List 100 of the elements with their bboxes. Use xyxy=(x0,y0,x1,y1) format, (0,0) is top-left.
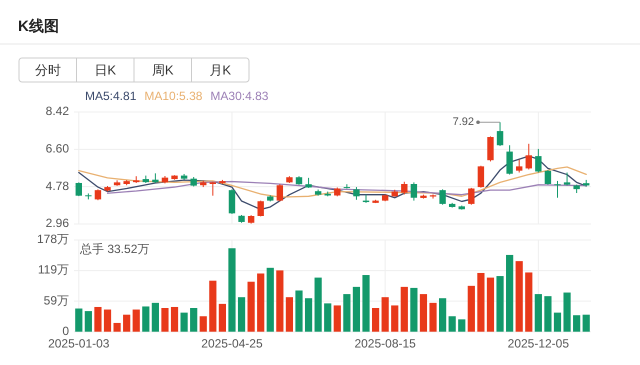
bar xyxy=(554,312,562,332)
bar xyxy=(429,302,437,332)
bar xyxy=(123,314,130,332)
candlestick xyxy=(516,159,522,174)
y-tick-label: 178万 xyxy=(36,232,69,246)
bar xyxy=(448,316,456,332)
bar xyxy=(439,298,446,332)
bar xyxy=(113,322,121,332)
candlestick xyxy=(526,143,532,170)
y-tick-label: 59万 xyxy=(44,293,69,308)
bar xyxy=(420,294,428,332)
bar xyxy=(525,272,532,332)
y-tick-label: 8.42 xyxy=(46,104,70,118)
bar xyxy=(573,315,580,332)
bar xyxy=(563,292,571,332)
bar xyxy=(276,270,284,332)
bar xyxy=(200,316,207,332)
bar xyxy=(410,288,418,332)
candlestick xyxy=(439,188,446,206)
bar xyxy=(170,306,178,332)
x-tick-label: 2025-12-05 xyxy=(508,336,570,351)
bar xyxy=(582,314,590,332)
y-tick-label: 0 xyxy=(62,324,70,338)
bar xyxy=(142,306,150,332)
candlestick xyxy=(238,216,245,222)
bar xyxy=(161,308,169,332)
candlestick xyxy=(506,144,513,176)
bar xyxy=(544,296,552,332)
candlestick xyxy=(94,188,102,201)
bar xyxy=(486,278,494,332)
candlestick xyxy=(478,165,484,188)
text: 日K xyxy=(94,62,116,78)
bar xyxy=(304,298,312,332)
candlestick xyxy=(152,172,159,184)
text: MA30:4.83 xyxy=(210,89,269,103)
bar xyxy=(334,305,341,332)
text: MA10:5.38 xyxy=(144,89,203,103)
candlestick xyxy=(554,180,561,198)
bar xyxy=(400,286,408,332)
line-series xyxy=(78,166,587,198)
bar xyxy=(343,294,350,332)
bar xyxy=(352,286,360,332)
bar xyxy=(152,302,159,332)
bar xyxy=(190,308,198,332)
bar xyxy=(238,297,246,332)
bar xyxy=(266,268,274,332)
bar xyxy=(534,294,542,332)
candlestick xyxy=(353,186,360,200)
bar xyxy=(180,312,188,332)
bar xyxy=(257,273,264,332)
bar xyxy=(248,282,255,332)
bar xyxy=(362,275,370,332)
bar xyxy=(477,272,484,332)
x-tick-label: 2025-04-25 xyxy=(201,336,263,351)
y-tick-label: 2.96 xyxy=(46,216,70,230)
bar xyxy=(75,308,82,332)
bar xyxy=(382,297,389,332)
x-tick-label: 2025-08-15 xyxy=(354,336,416,351)
bar xyxy=(324,303,332,332)
bar xyxy=(132,310,140,332)
bar xyxy=(94,306,102,332)
y-tick-label: 4.78 xyxy=(46,178,70,193)
bar xyxy=(458,319,466,332)
text: MA5:4.81 xyxy=(85,89,137,103)
annotation: 总手 33.52万 xyxy=(79,242,150,256)
bar xyxy=(228,248,236,332)
candlestick xyxy=(564,172,570,186)
bar xyxy=(84,311,92,332)
bar xyxy=(516,261,523,332)
bar xyxy=(496,276,504,332)
text: 月K xyxy=(209,62,232,78)
candlestick xyxy=(257,200,264,217)
y-tick-label: 119万 xyxy=(38,262,69,277)
candlestick xyxy=(410,182,418,202)
text: 周K xyxy=(152,62,174,78)
candlestick xyxy=(535,148,542,174)
bar xyxy=(314,278,322,332)
candlestick xyxy=(276,184,284,202)
candlestick xyxy=(487,136,494,162)
bar xyxy=(372,308,380,332)
bar xyxy=(218,304,226,332)
candlestick xyxy=(401,181,408,195)
candlestick xyxy=(544,170,552,186)
bar xyxy=(468,286,475,332)
candlestick xyxy=(190,176,197,187)
bar xyxy=(104,310,112,332)
x-tick-label: 2025-01-03 xyxy=(48,336,110,351)
bar xyxy=(209,280,216,332)
candlestick xyxy=(468,187,475,206)
annotation: 7.92 xyxy=(452,116,474,128)
bar xyxy=(295,290,303,332)
candlestick xyxy=(76,182,82,197)
bar xyxy=(391,305,398,332)
candlestick xyxy=(210,181,216,196)
y-tick-label: 6.60 xyxy=(46,142,70,156)
bar xyxy=(286,297,294,332)
candlestick xyxy=(305,177,312,188)
text: K线图 xyxy=(18,18,59,35)
candlestick xyxy=(228,188,236,214)
text: 分时 xyxy=(34,62,61,78)
